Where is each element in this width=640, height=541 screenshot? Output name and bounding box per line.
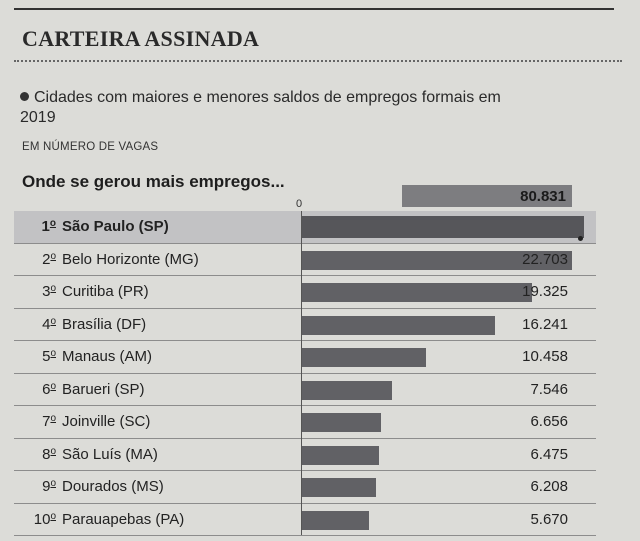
city-label: Manaus (AM)	[62, 348, 153, 365]
rank-label: 3o	[22, 283, 56, 300]
city-label: Belo Horizonte (MG)	[62, 250, 199, 268]
rank-number: 8	[42, 445, 51, 463]
section-title: CARTEIRA ASSINADA	[22, 26, 260, 51]
table-row: 6o Barueri (SP) 7.546	[14, 374, 596, 406]
unit-label: EM NÚMERO DE VAGAS	[22, 141, 159, 153]
chart-subtitle: Cidades com maiores e menores saldos de …	[20, 88, 540, 128]
rank-number: 1	[41, 218, 50, 235]
table-row: 5o Manaus (AM) 10.458	[14, 341, 596, 374]
bar-mark	[302, 413, 381, 432]
ordinal-mark: o	[49, 218, 56, 229]
ordinal-mark: o	[50, 478, 56, 489]
bar-mark	[302, 216, 584, 238]
city-label: Joinville (SC)	[62, 413, 151, 430]
ordinal-mark: o	[50, 445, 56, 457]
table-row: 9o Dourados (MS) 6.208	[14, 471, 596, 504]
table-row: 4o Brasília (DF) 16.241	[14, 309, 596, 341]
overflow-bar-extension	[402, 185, 572, 207]
rank-label: 6o	[22, 381, 56, 398]
rank-label: 9o	[22, 478, 56, 495]
bar-mark	[302, 315, 495, 335]
value-label: 5.670	[530, 510, 568, 528]
rank-label: 1o	[22, 218, 56, 235]
decorative-dot	[578, 236, 583, 241]
table-row: 7o Joinville (SC) 6.656	[14, 406, 596, 439]
ordinal-mark: o	[50, 283, 56, 294]
ordinal-mark: o	[50, 380, 56, 392]
rank-number: 10	[33, 510, 51, 528]
top-value-label: 80.831	[520, 188, 566, 205]
rank-number: 9	[42, 478, 51, 495]
city-label: Parauapebas (PA)	[62, 510, 185, 528]
rank-label: 5o	[22, 348, 56, 365]
value-label: 19.325	[522, 283, 568, 300]
rank-label: 2o	[22, 251, 56, 268]
city-label: São Luís (MA)	[62, 445, 158, 463]
subtitle-text: Cidades com maiores e menores saldos de …	[20, 89, 501, 126]
city-label: São Paulo (SP)	[62, 218, 169, 235]
bar-mark	[302, 445, 379, 465]
city-label: Curitiba (PR)	[62, 283, 149, 300]
bar-mark	[302, 380, 392, 400]
table-row: 1o São Paulo (SP)	[14, 211, 596, 244]
table-row: 10o Parauapebas (PA) 5.670	[14, 504, 596, 536]
ordinal-mark: o	[50, 250, 56, 262]
rank-number: 5	[42, 348, 51, 365]
bar-mark	[302, 348, 426, 367]
bar-mark	[302, 283, 532, 302]
top-rule	[14, 8, 614, 10]
rank-number: 2	[42, 250, 51, 268]
rank-number: 3	[42, 283, 51, 300]
axis-zero-line	[301, 211, 302, 535]
value-label: 6.656	[530, 413, 568, 430]
city-label: Barueri (SP)	[62, 380, 145, 398]
rank-label: 4o	[22, 316, 56, 333]
dotted-divider	[14, 60, 622, 62]
table-row: 2o Belo Horizonte (MG) 22.703	[14, 244, 596, 276]
bar-mark	[302, 478, 376, 497]
table-row: 8o São Luís (MA) 6.475	[14, 439, 596, 471]
ordinal-mark: o	[50, 413, 56, 424]
ordinal-mark: o	[50, 510, 56, 522]
city-label: Brasília (DF)	[62, 315, 147, 333]
rank-label: 8o	[22, 446, 56, 463]
city-label: Dourados (MS)	[62, 478, 164, 495]
rank-number: 6	[42, 380, 51, 398]
value-label: 6.475	[530, 445, 568, 463]
axis-zero-label: 0	[296, 198, 303, 210]
bar-rows: 1o São Paulo (SP) 2o Belo Horizonte (MG) 22.…	[14, 211, 596, 536]
value-label: 10.458	[522, 348, 568, 365]
bullet-icon	[20, 92, 29, 101]
rank-number: 7	[42, 413, 51, 430]
value-label: 22.703	[522, 250, 568, 268]
ordinal-mark: o	[50, 348, 56, 359]
ordinal-mark: o	[50, 315, 56, 327]
bar-mark	[302, 510, 369, 530]
rank-label: 10o	[22, 511, 56, 528]
value-label: 16.241	[522, 315, 568, 333]
chart-heading: Onde se gerou mais empregos...	[22, 172, 285, 191]
table-row: 3o Curitiba (PR) 19.325	[14, 276, 596, 309]
rank-number: 4	[42, 315, 51, 333]
rank-label: 7o	[22, 413, 56, 430]
value-label: 7.546	[530, 380, 568, 398]
value-label: 6.208	[530, 478, 568, 495]
bar-mark	[302, 250, 572, 270]
